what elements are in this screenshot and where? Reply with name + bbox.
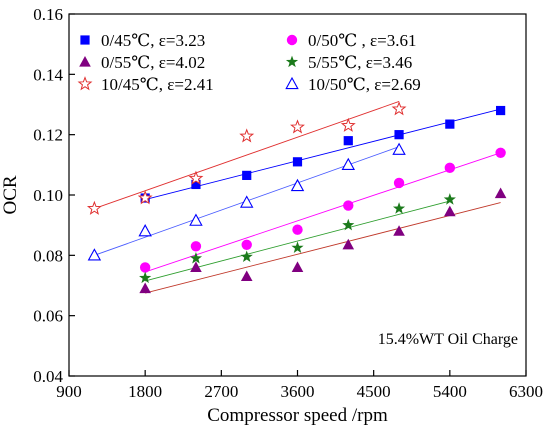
y-tick-label: 0.12 <box>33 126 63 145</box>
data-point-series-3 <box>444 205 456 217</box>
y-tick-label: 0.04 <box>33 367 63 386</box>
y-tick-label: 0.10 <box>33 186 63 205</box>
x-tick-label: 3600 <box>281 382 315 401</box>
data-point-series-2 <box>190 241 202 252</box>
data-point-series-4 <box>240 250 253 263</box>
data-point-series-5 <box>137 190 153 205</box>
oil-charge-annotation: 15.4%WT Oil Charge <box>378 331 518 348</box>
x-tick-label: 5400 <box>433 382 467 401</box>
data-point-series-6 <box>87 248 102 261</box>
data-point-series-5 <box>391 101 407 116</box>
data-point-series-1 <box>496 105 506 116</box>
y-axis-label: OCR <box>0 175 21 214</box>
y-tick-label: 0.14 <box>33 65 63 84</box>
data-point-series-1 <box>292 157 303 167</box>
data-point-series-1 <box>343 136 353 146</box>
x-tick-label: 900 <box>56 382 82 401</box>
data-point-series-4 <box>139 271 152 284</box>
data-point-series-1 <box>445 119 455 129</box>
data-point-series-4 <box>291 241 304 253</box>
legend-marker-series-2 <box>286 34 298 46</box>
data-point-series-3 <box>342 238 355 250</box>
data-point-series-5 <box>239 128 255 143</box>
data-point-series-5 <box>340 117 356 132</box>
data-point-series-6 <box>138 224 152 237</box>
legend-marker-series-4 <box>285 55 299 68</box>
data-point-series-1 <box>191 179 201 190</box>
legend-marker-series-1 <box>80 35 90 45</box>
legend-marker-series-3 <box>79 56 91 67</box>
x-tick-label: 1800 <box>128 382 162 401</box>
data-point-series-6 <box>239 195 254 208</box>
data-point-series-2 <box>139 262 151 273</box>
data-point-series-4 <box>189 251 203 264</box>
data-point-series-2 <box>444 162 456 174</box>
data-point-series-2 <box>495 147 506 158</box>
data-point-series-4 <box>443 193 456 205</box>
data-point-series-2 <box>292 224 303 235</box>
data-point-series-1 <box>394 130 404 140</box>
x-tick-label: 2700 <box>204 382 238 401</box>
data-point-series-3 <box>190 261 202 272</box>
legend-marker-series-5 <box>77 76 93 91</box>
fit-line-series-5 <box>94 101 400 209</box>
data-point-series-6 <box>341 157 356 170</box>
legend-label-series-3: 0/55℃, ε=4.02 <box>101 53 205 72</box>
fit-line-series-2 <box>145 152 501 273</box>
data-point-series-6 <box>392 142 406 155</box>
data-point-series-6 <box>189 213 203 226</box>
x-axis-label: Compressor speed /rpm <box>207 405 388 426</box>
data-point-series-2 <box>241 239 252 250</box>
data-markers <box>86 101 507 294</box>
legend: 0/45℃, ε=3.23 0/50℃ , ε=3.61 0/55℃, ε=4.02… <box>77 31 421 94</box>
data-point-series-3 <box>291 261 304 272</box>
data-point-series-2 <box>343 200 354 211</box>
fit-line-series-1 <box>145 108 501 200</box>
legend-label-series-4: 5/55℃, ε=3.46 <box>308 53 412 72</box>
y-tick-label: 0.06 <box>33 307 63 326</box>
x-tick-label: 6300 <box>509 382 543 401</box>
fit-line-series-3 <box>145 202 501 294</box>
data-point-series-2 <box>393 177 405 189</box>
legend-label-series-2: 0/50℃ , ε=3.61 <box>308 31 416 50</box>
data-point-series-5 <box>86 200 102 215</box>
data-point-series-5 <box>188 170 204 185</box>
y-tick-label: 0.08 <box>33 246 63 265</box>
data-point-series-3 <box>139 282 151 294</box>
data-point-series-3 <box>240 270 253 282</box>
data-point-series-3 <box>494 187 507 199</box>
legend-marker-series-6 <box>285 76 299 90</box>
legend-label-series-5: 10/45℃, ε=2.41 <box>101 75 214 94</box>
data-point-series-1 <box>242 170 252 180</box>
legend-label-series-1: 0/45℃, ε=3.23 <box>101 31 205 50</box>
y-tick-label: 0.16 <box>33 5 63 24</box>
data-point-series-3 <box>393 225 405 236</box>
legend-label-series-6: 10/50℃, ε=2.69 <box>308 75 421 94</box>
data-point-series-6 <box>290 178 305 192</box>
x-tick-label: 4500 <box>357 382 391 401</box>
data-point-series-5 <box>290 119 305 134</box>
axis-ticks: 900 1800 2700 3600 4500 5400 6300 0.04 0.06 0.08 0… <box>33 5 543 401</box>
data-point-series-4 <box>392 202 406 214</box>
data-point-series-4 <box>342 218 355 231</box>
